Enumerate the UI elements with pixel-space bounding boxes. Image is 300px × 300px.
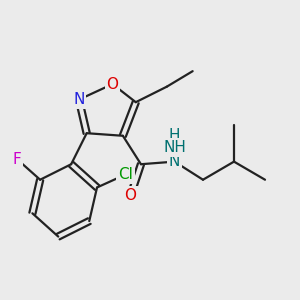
Text: F: F — [13, 152, 21, 166]
Text: N: N — [73, 92, 85, 107]
Text: O: O — [124, 188, 136, 203]
Text: O: O — [106, 76, 119, 92]
Text: NH: NH — [163, 140, 186, 155]
Text: H: H — [169, 128, 180, 143]
Text: N: N — [169, 154, 180, 169]
Text: Cl: Cl — [118, 167, 133, 182]
